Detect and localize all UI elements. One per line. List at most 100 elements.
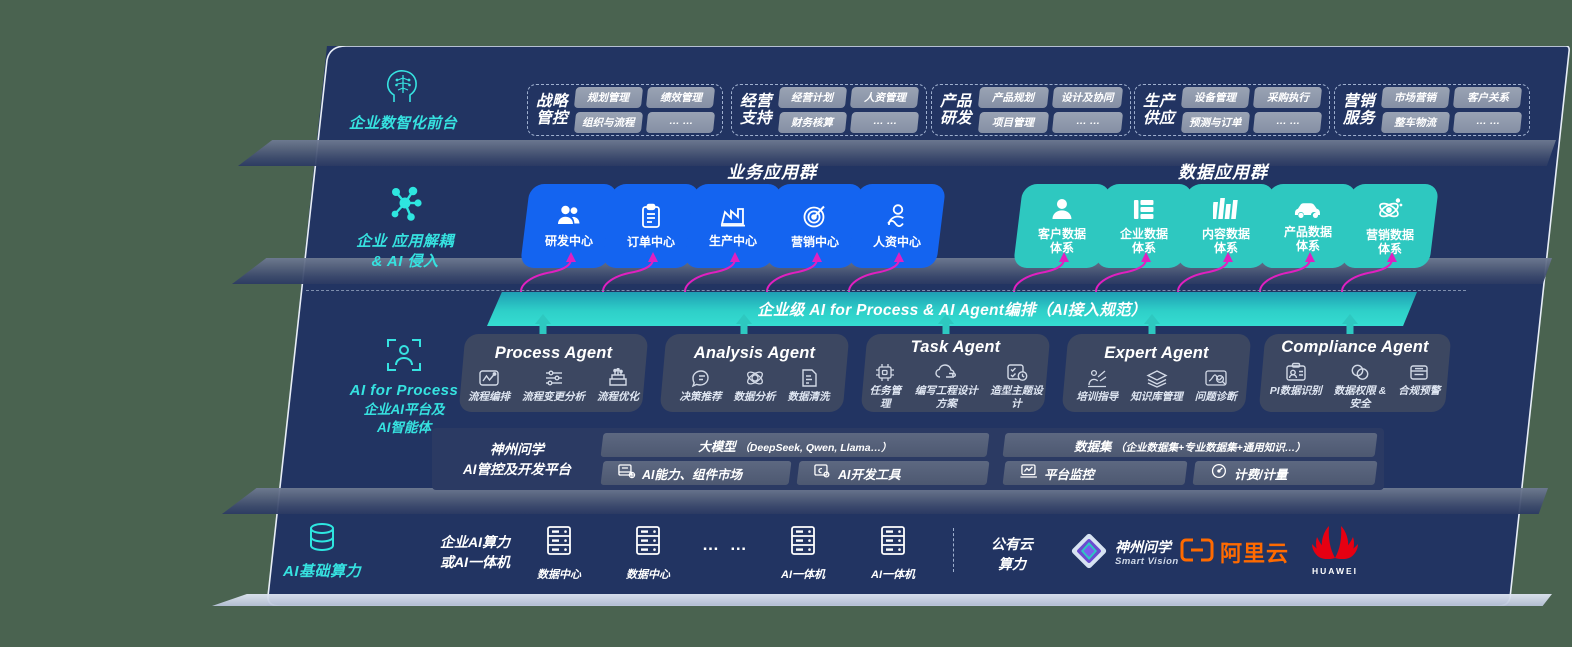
tile-rd-center[interactable]: 研发中心 xyxy=(519,184,619,268)
agent-card-process[interactable]: Process Agent 流程编排 xyxy=(458,334,649,412)
domain-chip[interactable]: … … xyxy=(849,112,920,133)
diamond-logo-icon xyxy=(1070,532,1108,575)
rail-app-decoupling: 企业 应用解耦 & AI 侵入 xyxy=(320,182,490,273)
domain-chip[interactable]: 整车物流 xyxy=(1380,112,1451,133)
infra-node-datacenter-1[interactable]: 数据中心 xyxy=(524,525,594,582)
domain-chip[interactable]: 绩效管理 xyxy=(645,87,716,108)
agent-capability[interactable]: 知识库管理 xyxy=(1124,368,1189,403)
tile-production-center[interactable]: 生产中心 xyxy=(683,184,783,268)
platform-bar-label: 计费/计量 xyxy=(1234,467,1288,482)
domain-chip[interactable]: 组织与流程 xyxy=(573,112,644,133)
aliyun-logo[interactable]: 阿里云 xyxy=(1180,536,1289,568)
molecule-ai-icon xyxy=(320,182,490,226)
capability-label: 流程优化 xyxy=(597,391,639,404)
bars-icon xyxy=(1212,197,1239,221)
infra-node-ai-appliance-2[interactable]: AI一体机 xyxy=(858,525,928,582)
agent-card-expert[interactable]: Expert Agent 培训指导 xyxy=(1061,334,1252,412)
capability-label: 数据清洗 xyxy=(787,391,830,404)
tile-enterprise-data[interactable]: 企业数据 体系 xyxy=(1094,184,1194,268)
domain-chip[interactable]: 预测与订单 xyxy=(1180,112,1251,133)
domain-chip[interactable]: … … xyxy=(645,112,716,133)
agent-capability[interactable]: 数据权限 & 安全 xyxy=(1328,362,1393,410)
agent-capability[interactable]: 决策推荐 xyxy=(674,368,728,403)
optimize-icon xyxy=(607,368,629,388)
infra-node-label: 数据中心 xyxy=(537,569,581,581)
domain-chip[interactable]: … … xyxy=(1452,112,1523,133)
agent-name: Task Agent xyxy=(910,338,1001,357)
platform-bar-devtools[interactable]: AI开发工具 xyxy=(796,461,990,485)
huawei-logo[interactable]: HUAWEI xyxy=(1306,525,1364,576)
domain-chip[interactable]: 设计及协同 xyxy=(1051,87,1124,108)
tile-customer-data[interactable]: 客户数据 体系 xyxy=(1012,184,1112,268)
layer-dash-divider xyxy=(306,290,1466,291)
domain-chip[interactable]: … … xyxy=(1051,112,1124,133)
platform-bar-dataset[interactable]: 数据集 （企业数据集+专业数据集+通用知识…） xyxy=(1002,433,1378,457)
domain-group-strategy[interactable]: 战略 管控 规划管理 绩效管理 组织与流程 … … xyxy=(527,84,723,136)
ai-orchestration-band[interactable]: 企业级 AI for Process & AI Agent编排（AI接入规范） xyxy=(487,292,1417,326)
agent-capability[interactable]: 数据分析 xyxy=(728,368,782,403)
rail-ai-for-process-label1: AI for Process xyxy=(349,382,459,399)
tile-content-data[interactable]: 内容数据 体系 xyxy=(1176,184,1276,268)
agent-capability[interactable]: 合规预警 xyxy=(1392,362,1446,397)
tile-product-data[interactable]: 产品数据 体系 xyxy=(1258,184,1358,268)
agent-card-compliance[interactable]: Compliance Agent PI数据识别 xyxy=(1258,334,1452,412)
aliyun-mark-icon xyxy=(1180,537,1214,568)
domain-group-product-rd[interactable]: 产品 研发 产品规划 设计及协同 项目管理 … … xyxy=(931,84,1131,136)
agent-capability[interactable]: PI数据识别 xyxy=(1264,362,1328,397)
agent-capability[interactable]: 流程优化 xyxy=(591,368,645,403)
enterprise-compute-label: 企业AI算力 或AI一体机 xyxy=(440,534,510,571)
domain-chip[interactable]: 经营计划 xyxy=(777,87,848,108)
infra-node-datacenter-2[interactable]: 数据中心 xyxy=(613,525,683,582)
tile-marketing-center[interactable]: 营销中心 xyxy=(765,184,865,268)
rail-front-office-label: 企业数智化前台 xyxy=(348,115,458,132)
market-icon xyxy=(618,463,636,484)
agent-capability[interactable]: 问题诊断 xyxy=(1189,368,1243,403)
network-icon xyxy=(874,362,896,382)
agent-capability[interactable]: 流程编排 xyxy=(462,368,516,403)
tile-hr-center[interactable]: 人资中心 xyxy=(847,184,947,268)
rail-app-decoupling-label2: & AI 侵入 xyxy=(371,253,439,271)
person-icon xyxy=(1050,197,1074,221)
domain-group-production-supply[interactable]: 生产 供应 设备管理 采购执行 预测与订单 … … xyxy=(1134,84,1330,136)
agent-capability[interactable]: 造型主题设计 xyxy=(986,362,1047,410)
agent-capability[interactable]: 培训指导 xyxy=(1070,368,1124,403)
public-cloud-label: 公有云 算力 xyxy=(991,536,1033,573)
tile-label: 营销数据 体系 xyxy=(1365,227,1414,256)
users-icon xyxy=(556,204,582,228)
infra-node-ai-appliance-1[interactable]: AI一体机 xyxy=(768,525,838,582)
capability-label: 合规预警 xyxy=(1398,385,1441,398)
agent-capability[interactable]: 流程变更分析 xyxy=(516,368,591,403)
domain-chip[interactable]: 设备管理 xyxy=(1180,87,1251,108)
domain-chip[interactable]: 市场营销 xyxy=(1380,87,1451,108)
platform-bar-llm[interactable]: 大模型 （DeepSeek, Qwen, Llama…） xyxy=(600,433,990,457)
domain-chip[interactable]: 客户关系 xyxy=(1452,87,1523,108)
logo-label-en: HUAWEI xyxy=(1312,566,1358,576)
agent-capability[interactable]: 编写工程设计方案 xyxy=(907,362,986,410)
layers-icon xyxy=(1145,368,1168,389)
domain-chip[interactable]: 项目管理 xyxy=(977,112,1050,133)
platform-bar-monitor[interactable]: 平台监控 xyxy=(1002,461,1188,485)
business-group-heading: 业务应用群 xyxy=(727,163,817,182)
domain-chip[interactable]: 采购执行 xyxy=(1252,87,1323,108)
platform-bar-billing[interactable]: 计费/计量 xyxy=(1192,461,1378,485)
domain-group-marketing-service[interactable]: 营销 服务 市场营销 客户关系 整车物流 … … xyxy=(1334,84,1530,136)
domain-chip[interactable]: 产品规划 xyxy=(977,87,1050,108)
ai-platform-bar: 神州问学 AI管控及开发平台 大模型 （DeepSeek, Qwen, Llam… xyxy=(432,428,1384,490)
platform-bar-ai-market[interactable]: AI能力、组件市场 xyxy=(600,461,792,485)
agent-capability[interactable]: 数据清洗 xyxy=(782,368,836,403)
agent-card-analysis[interactable]: Analysis Agent 决策推荐 xyxy=(659,334,850,412)
domain-chip[interactable]: 规划管理 xyxy=(573,87,644,108)
rail-ai-for-process: AI for Process 企业AI平台及 AI智能体 xyxy=(318,335,490,438)
domain-chip[interactable]: … … xyxy=(1252,112,1323,133)
domain-chip[interactable]: 财务核算 xyxy=(777,112,848,133)
domain-chip[interactable]: 人资管理 xyxy=(849,87,920,108)
platform-bar-label: 平台监控 xyxy=(1044,467,1095,482)
agent-capability[interactable]: 任务管理 xyxy=(864,362,907,410)
tile-marketing-data[interactable]: 营销数据 体系 xyxy=(1340,184,1440,268)
rail-front-office: 企业数智化前台 xyxy=(318,66,488,134)
tile-order-center[interactable]: 订单中心 xyxy=(601,184,701,268)
agent-card-task[interactable]: Task Agent 任务管理 xyxy=(860,334,1051,412)
tile-label: 生产中心 xyxy=(708,233,758,248)
domain-group-operations[interactable]: 经营 支持 经营计划 人资管理 财务核算 … … xyxy=(731,84,927,136)
shenzhou-wenxue-logo[interactable]: 神州问学 Smart Vision xyxy=(1070,532,1179,575)
